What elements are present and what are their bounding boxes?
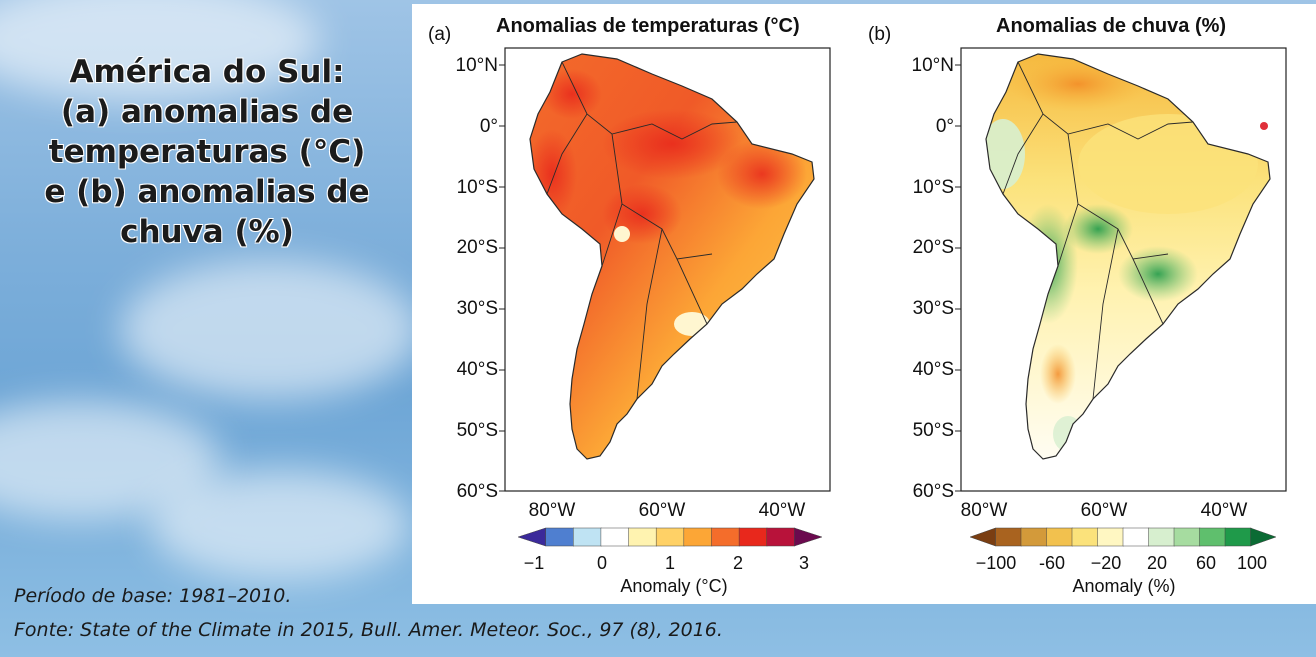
lon-tick-label: 40°W [759, 500, 806, 521]
panel-a-lon-ticks: 80°W 60°W 40°W [529, 500, 806, 521]
lon-tick-label: 40°W [1201, 500, 1248, 521]
lon-tick-label: 80°W [961, 500, 1008, 521]
panel-a-label: (a) [428, 24, 451, 45]
slide-title-line: temperaturas (°C) [48, 134, 366, 170]
lat-tick-label: 40°S [913, 359, 954, 380]
lon-tick-label: 60°W [639, 500, 686, 521]
lat-tick-label: 50°S [457, 420, 498, 441]
slide-title: América do Sul: (a) anomalias de tempera… [14, 52, 400, 252]
cursor-pointer-icon [1260, 122, 1268, 130]
panel-b-lat-ticks: 10°N 0° 10°S 20°S 30°S 40°S 50°S 60°S [912, 55, 961, 502]
colorbar-swatch [1097, 527, 1124, 547]
figure-svg: (a) Anomalias de temperaturas (°C) 10°N … [428, 15, 1287, 596]
colorbar-tick-label: 3 [799, 553, 809, 573]
lat-tick-label: 20°S [913, 237, 954, 258]
colorbar-tick-label: 1 [665, 553, 675, 573]
slide-title-line: chuva (%) [120, 214, 294, 250]
colorbar-tick-label: 60 [1196, 553, 1216, 573]
colorbar-swatch [517, 527, 546, 547]
lat-tick-label: 60°S [457, 481, 498, 502]
panel-b-colorbar-label: Anomaly (%) [1072, 576, 1175, 596]
panel-b-lon-ticks: 80°W 60°W 40°W [961, 500, 1248, 521]
lat-tick-label: 10°S [457, 177, 498, 198]
colorbar-swatch [600, 527, 630, 547]
lat-tick-label: 50°S [913, 420, 954, 441]
footnote-source: Fonte: State of the Climate in 2015, Bul… [14, 619, 723, 641]
colorbar-swatch [573, 527, 602, 547]
cloud-decoration [150, 470, 410, 580]
colorbar-swatch [1173, 527, 1201, 547]
panel-b-colorbar [969, 527, 1277, 547]
colorbar-swatch [969, 527, 996, 547]
colorbar-tick-label: 0 [597, 553, 607, 573]
panel-a-colorbar-ticks: −1 0 1 2 3 [524, 553, 809, 573]
colorbar-swatch [1122, 527, 1150, 547]
lat-tick-label: 40°S [457, 359, 498, 380]
figure-panel: (a) Anomalias de temperaturas (°C) 10°N … [412, 4, 1316, 604]
colorbar-swatch [711, 527, 740, 547]
lat-tick-label: 0° [480, 116, 498, 137]
colorbar-tick-label: −1 [524, 553, 545, 573]
panel-b: (b) Anomalias de chuva (%) [868, 15, 1287, 596]
colorbar-swatch [1020, 527, 1048, 547]
colorbar-swatch [628, 527, 657, 547]
panel-a-lat-ticks: 10°N 0° 10°S 20°S 30°S 40°S 50°S 60°S [456, 55, 505, 502]
footnote-base-period: Período de base: 1981–2010. [14, 585, 292, 607]
slide-title-line: (a) anomalias de [60, 94, 354, 130]
colorbar-swatch [995, 527, 1022, 547]
colorbar-swatch [1250, 527, 1277, 547]
lat-tick-label: 10°N [456, 55, 498, 76]
lat-tick-label: 20°S [457, 237, 498, 258]
slide-title-line: e (b) anomalias de [44, 174, 370, 210]
colorbar-swatch [655, 527, 685, 547]
cloud-decoration [120, 260, 420, 400]
panel-b-label: (b) [868, 24, 891, 45]
country-borders [546, 61, 738, 400]
country-borders [1002, 61, 1194, 400]
panel-a: (a) Anomalias de temperaturas (°C) 10°N … [428, 15, 831, 596]
lat-tick-label: 10°N [912, 55, 954, 76]
colorbar-swatch [1224, 527, 1252, 547]
colorbar-swatch [1046, 527, 1073, 547]
colorbar-swatch [1148, 527, 1175, 547]
panel-a-title: Anomalias de temperaturas (°C) [496, 15, 800, 37]
colorbar-tick-label: -60 [1039, 553, 1065, 573]
lat-tick-label: 60°S [913, 481, 954, 502]
colorbar-tick-label: −100 [976, 553, 1017, 573]
lat-tick-label: 0° [936, 116, 954, 137]
colorbar-swatch [794, 527, 823, 547]
colorbar-tick-label: −20 [1091, 553, 1122, 573]
colorbar-swatch [766, 527, 796, 547]
lon-tick-label: 60°W [1081, 500, 1128, 521]
colorbar-swatch [1199, 527, 1226, 547]
panel-a-colorbar [517, 527, 823, 547]
colorbar-swatch [738, 527, 768, 547]
slide-title-line: América do Sul: [69, 54, 345, 90]
colorbar-swatch [1071, 527, 1099, 547]
panel-a-colorbar-label: Anomaly (°C) [620, 576, 727, 596]
colorbar-tick-label: 100 [1237, 553, 1267, 573]
colorbar-tick-label: 2 [733, 553, 743, 573]
panel-b-title: Anomalias de chuva (%) [996, 15, 1226, 37]
panel-b-colorbar-ticks: −100 -60 −20 20 60 100 [976, 553, 1267, 573]
lat-tick-label: 30°S [913, 298, 954, 319]
colorbar-swatch [683, 527, 713, 547]
lat-tick-label: 30°S [457, 298, 498, 319]
lat-tick-label: 10°S [913, 177, 954, 198]
colorbar-tick-label: 20 [1147, 553, 1167, 573]
colorbar-swatch [545, 527, 575, 547]
lon-tick-label: 80°W [529, 500, 576, 521]
